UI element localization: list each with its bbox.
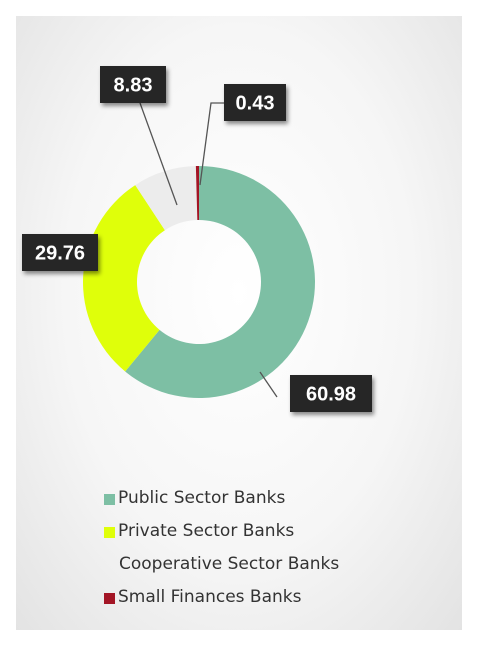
data-label-public-sector-banks: 60.98 [290,375,372,412]
data-label-text: 8.83 [114,75,153,97]
legend-item-cooperative-sector-banks: Cooperative Sector Banks [104,548,444,581]
data-label-text: 29.76 [35,243,85,265]
data-label-box [224,84,286,121]
legend-label: Private Sector Banks [118,521,295,541]
legend-swatch [104,527,115,538]
slice-private-sector-banks [83,185,165,372]
legend-swatch [104,494,115,505]
slice-public-sector-banks [125,165,315,398]
data-label-cooperative-sector-banks: 8.83 [100,66,166,103]
legend-item-public-sector-banks: Public Sector Banks [104,482,444,515]
legend-label: Public Sector Banks [118,488,286,508]
data-label-box [100,66,166,103]
legend-label: Cooperative Sector Banks [119,554,340,574]
data-label-box [290,375,372,412]
data-label-small-finances-banks: 0.43 [224,84,286,121]
data-label-private-sector-banks: 29.76 [22,234,98,271]
slice-cooperative-sector-banks [135,166,198,231]
legend-item-private-sector-banks: Private Sector Banks [104,515,444,548]
donut-slices [83,165,315,398]
data-label-text: 0.43 [236,93,275,115]
slice-small-finances-banks [195,166,199,221]
leader-line-public-sector-banks [259,371,278,398]
data-label-text: 60.98 [306,384,356,406]
legend: Public Sector Banks Private Sector Banks C… [104,482,444,614]
data-labels: 60.98 29.76 8.83 0.43 [22,66,372,412]
data-label-box [22,234,98,271]
legend-swatch [104,593,115,604]
leader-lines [139,102,278,398]
legend-item-small-finances-banks: Small Finances Banks [104,581,444,614]
legend-label: Small Finances Banks [118,587,302,607]
leader-line-cooperative-sector-banks [139,102,178,206]
leader-line-small-finances-banks [199,102,224,186]
